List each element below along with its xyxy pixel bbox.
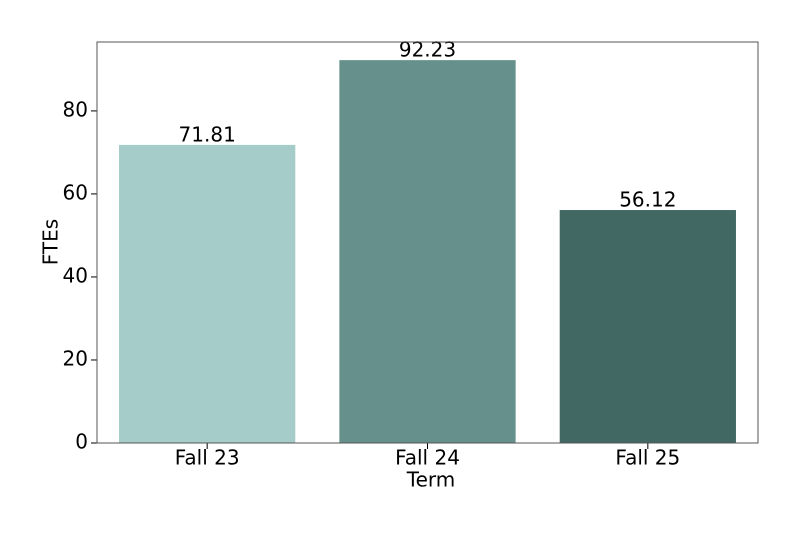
x-tick-label: Fall 25 [615,446,680,470]
x-tick-label: Fall 24 [395,446,460,470]
bar [559,210,736,443]
y-tick-label: 40 [63,263,88,287]
value-label: 56.12 [619,188,676,212]
value-label: 71.81 [179,122,236,146]
value-label: 92.23 [399,38,456,62]
x-axis-label: Term [406,468,455,492]
y-tick-label: 0 [75,430,88,454]
y-tick-label: 20 [63,346,88,370]
plot-frame [96,41,759,444]
bar [339,60,516,444]
bar [119,144,296,443]
y-tick-label: 80 [63,97,88,121]
y-axis-label: FTEs [39,219,63,265]
x-tick-label: Fall 23 [175,446,240,470]
y-tick-label: 60 [63,180,88,204]
